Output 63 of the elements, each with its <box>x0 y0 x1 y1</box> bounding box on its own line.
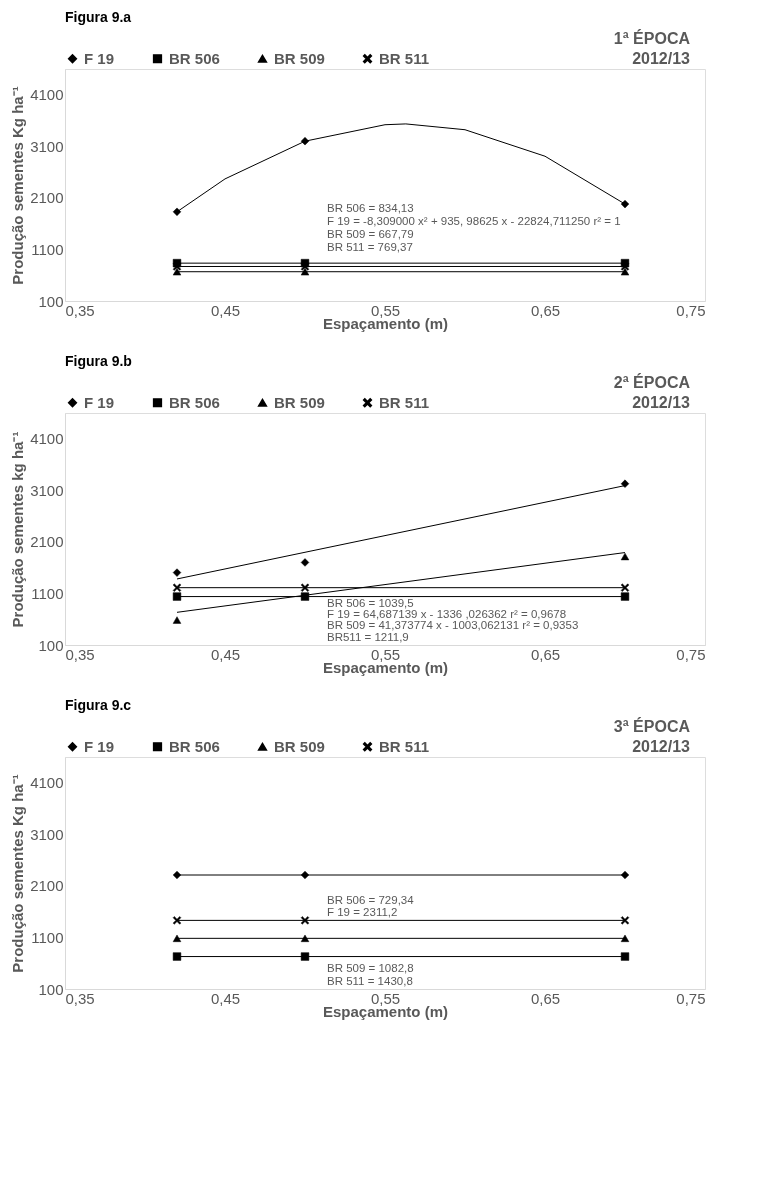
y-tick-label: 4100 <box>30 430 64 448</box>
x-tick-label: 0,35 <box>65 645 95 663</box>
text: 2012/13 <box>632 738 691 755</box>
legend-label: BR 506 <box>169 393 220 411</box>
legend-label: BR 509 <box>274 49 325 67</box>
y-tick-label: 100 <box>38 636 64 654</box>
y-tick-label: 2100 <box>30 189 64 207</box>
x-tick-label: 0,45 <box>210 301 241 319</box>
chart-title: Figura 9.a <box>65 9 132 25</box>
chart-title: Figura 9.b <box>65 353 132 369</box>
annotation: F 19 = 2311,2 <box>327 906 398 918</box>
y-tick-label: 4100 <box>30 86 64 104</box>
annotation: BR 511 = 1430,8 <box>327 975 413 987</box>
legend-label: BR 511 <box>379 737 430 755</box>
text: 2012/13 <box>632 50 691 67</box>
chart-title: Figura 9.c <box>65 697 132 713</box>
y-tick-label: 2100 <box>30 877 64 895</box>
y-tick-label: 1100 <box>31 240 64 258</box>
y-axis-title: Produção sementes Kg ha⁻¹ <box>9 774 27 973</box>
y-tick-label: 4100 <box>30 774 64 792</box>
legend-label: BR 506 <box>169 737 220 755</box>
text: 1ª ÉPOCA <box>613 29 691 47</box>
x-tick-label: 0,75 <box>676 989 706 1007</box>
annotation: BR 506 = 834,13 <box>327 202 414 214</box>
legend-label: BR 509 <box>274 737 325 755</box>
annotation: BR 506 = 1039,5 <box>327 597 414 609</box>
y-tick-label: 3100 <box>30 137 64 155</box>
annotation: BR 511 = 769,37 <box>327 241 413 253</box>
legend-label: F 19 <box>84 49 115 67</box>
annotation: BR 509 = 1082,8 <box>327 962 414 974</box>
annotation: BR 509 = 41,373774 x - 1003,062131 r² = 0,9353 <box>327 619 579 631</box>
annotation: F 19 = -8,309000 x² + 935, 98625 x - 22824,711250 r² = 1 <box>327 215 621 227</box>
y-axis-title: Produção sementes Kg ha⁻¹ <box>9 86 27 285</box>
x-tick-label: 0,65 <box>530 989 561 1007</box>
x-tick-label: 0,45 <box>210 989 241 1007</box>
annotation: F 19 = 64,687139 x - 1336 ,026362 r² = 0,9678 <box>327 608 567 620</box>
text: 2012/13 <box>632 394 691 411</box>
legend-label: F 19 <box>84 737 115 755</box>
text: 2ª ÉPOCA <box>613 373 691 391</box>
y-axis-title: Produção sementes kg ha⁻¹ <box>9 431 27 628</box>
legend-label: BR 509 <box>274 393 325 411</box>
text: 3ª ÉPOCA <box>613 717 691 735</box>
y-tick-label: 3100 <box>30 825 64 843</box>
x-tick-label: 0,75 <box>676 301 706 319</box>
legend-label: BR 506 <box>169 49 220 67</box>
legend-label: BR 511 <box>379 393 430 411</box>
y-tick-label: 1100 <box>31 584 64 602</box>
y-tick-label: 100 <box>38 292 64 310</box>
x-tick-label: 0,75 <box>676 645 706 663</box>
annotation: BR 506 = 729,34 <box>327 894 415 906</box>
x-tick-label: 0,35 <box>65 301 95 319</box>
x-tick-label: 0,35 <box>65 989 95 1007</box>
annotation: BR511 = 1211,9 <box>327 631 409 643</box>
y-tick-label: 1100 <box>31 928 64 946</box>
x-tick-label: 0,65 <box>530 301 561 319</box>
legend-label: BR 511 <box>379 49 430 67</box>
y-tick-label: 100 <box>38 980 64 998</box>
x-tick-label: 0,45 <box>210 645 241 663</box>
x-tick-label: 0,65 <box>530 645 561 663</box>
annotation: BR 509 = 667,79 <box>327 228 414 240</box>
y-tick-label: 2100 <box>30 533 64 551</box>
y-tick-label: 3100 <box>30 481 64 499</box>
legend-label: F 19 <box>84 393 115 411</box>
